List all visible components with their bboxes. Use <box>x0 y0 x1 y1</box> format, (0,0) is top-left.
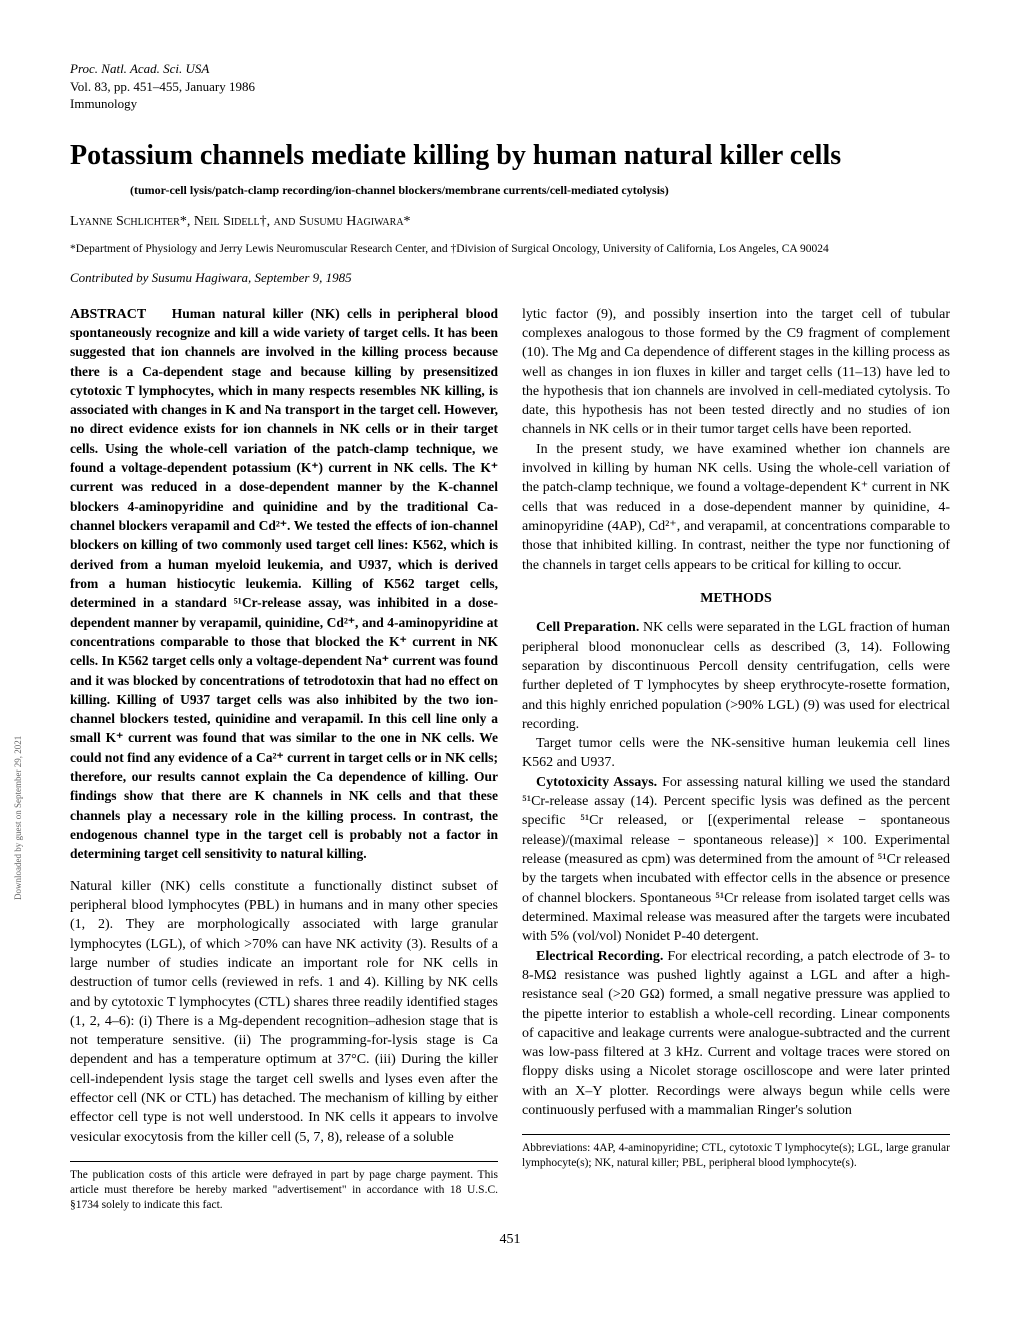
elec-text: For electrical recording, a patch electr… <box>522 949 950 1119</box>
abstract-text: Human natural killer (NK) cells in perip… <box>70 306 498 862</box>
author-list: Lyanne Schlichter*, Neil Sidell†, and Su… <box>70 213 950 232</box>
volume-info: Vol. 83, pp. 451–455, January 1986 <box>70 78 950 96</box>
journal-name: Proc. Natl. Acad. Sci. USA <box>70 60 950 78</box>
methods-target-cells: Target tumor cells were the NK-sensitive… <box>522 734 950 773</box>
journal-header: Proc. Natl. Acad. Sci. USA Vol. 83, pp. … <box>70 60 950 113</box>
affiliation: *Department of Physiology and Jerry Lewi… <box>70 242 950 258</box>
article-subtitle: (tumor-cell lysis/patch-clamp recording/… <box>130 182 950 198</box>
article-title: Potassium channels mediate killing by hu… <box>70 137 950 175</box>
cyto-text: For assessing natural killing we used th… <box>522 775 950 945</box>
contributed-line: Contributed by Susumu Hagiwara, Septembe… <box>70 269 950 287</box>
col2-paragraph-2: In the present study, we have examined w… <box>522 440 950 575</box>
methods-electrical: Electrical Recording. For electrical rec… <box>522 947 950 1121</box>
section-name: Immunology <box>70 95 950 113</box>
page-number: 451 <box>70 1231 950 1250</box>
footnote-left: The publication costs of this article we… <box>70 1168 498 1213</box>
footnote-rule-right <box>522 1134 950 1135</box>
abstract-label: ABSTRACT <box>70 307 146 322</box>
intro-paragraph-1: Natural killer (NK) cells constitute a f… <box>70 877 498 1147</box>
col2-paragraph-1: lytic factor (9), and possibly insertion… <box>522 305 950 440</box>
cell-prep-text: NK cells were separated in the LGL fract… <box>522 620 950 732</box>
left-column: ABSTRACT Human natural killer (NK) cells… <box>70 305 498 1213</box>
two-column-body: ABSTRACT Human natural killer (NK) cells… <box>70 305 950 1213</box>
cell-prep-head: Cell Preparation. <box>536 620 639 635</box>
abstract-block: ABSTRACT Human natural killer (NK) cells… <box>70 305 498 865</box>
methods-cytotoxicity: Cytotoxicity Assays. For assessing natur… <box>522 773 950 947</box>
methods-cell-prep: Cell Preparation. NK cells were separate… <box>522 618 950 734</box>
download-watermark: Downloaded by guest on September 29, 202… <box>12 736 24 900</box>
footnote-rule-left <box>70 1161 498 1162</box>
footnote-right: Abbreviations: 4AP, 4-aminopyridine; CTL… <box>522 1141 950 1171</box>
methods-heading: METHODS <box>522 589 950 608</box>
right-column: lytic factor (9), and possibly insertion… <box>522 305 950 1213</box>
elec-head: Electrical Recording. <box>536 949 663 964</box>
cyto-head: Cytotoxicity Assays. <box>536 775 657 790</box>
